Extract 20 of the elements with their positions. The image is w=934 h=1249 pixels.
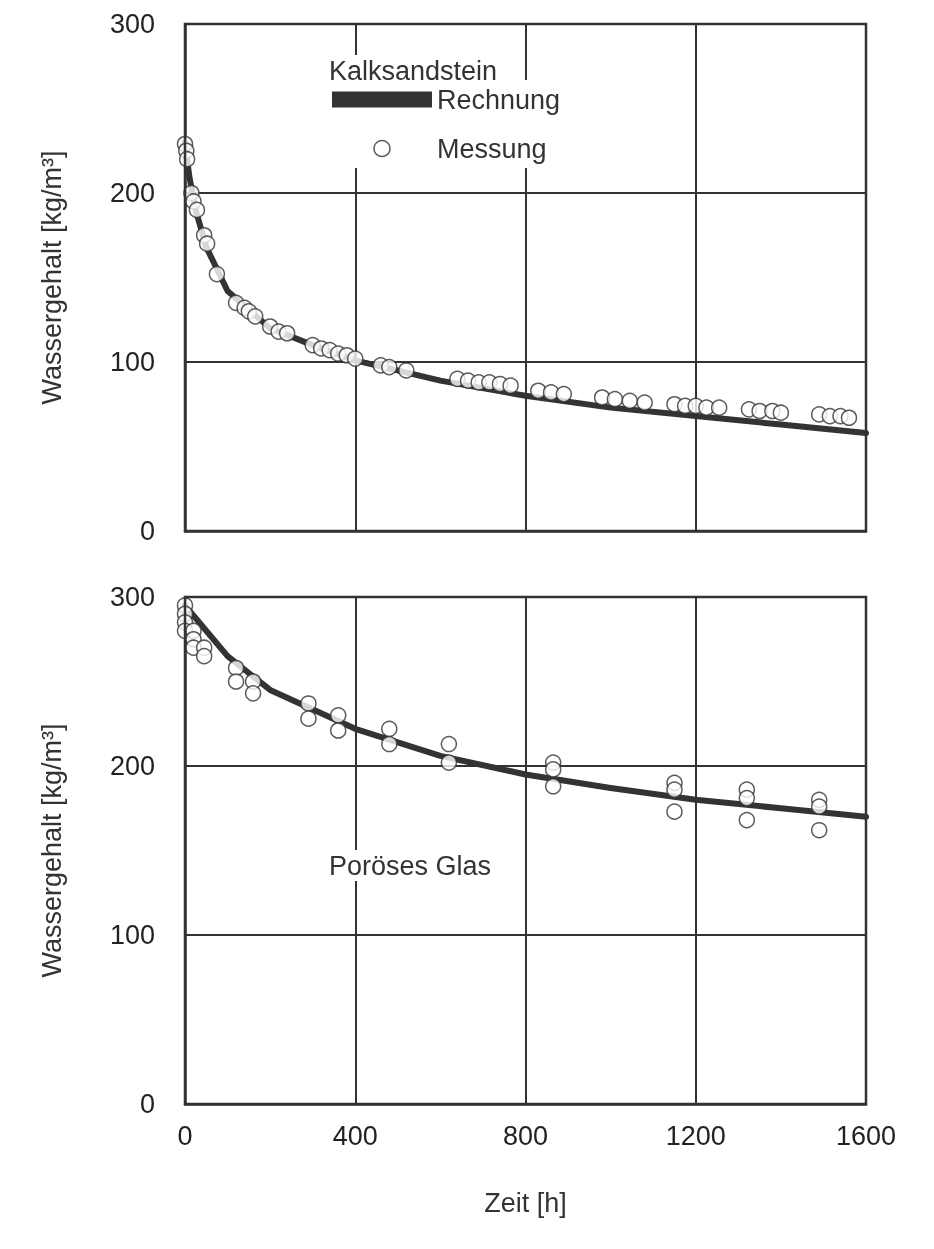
legend-label: Rechnung xyxy=(437,84,561,115)
y-tick-label: 0 xyxy=(139,1089,155,1119)
y-tick-label: 100 xyxy=(109,347,155,377)
legend-label: Messung xyxy=(437,133,547,164)
x-tick-label: 1200 xyxy=(665,1120,726,1151)
x-axis-title: Zeit [h] xyxy=(484,1187,567,1218)
x-tick-label: 1600 xyxy=(835,1120,897,1151)
y-axis-title: Wassergehalt [kg/m³] xyxy=(36,150,67,405)
annotation: Poröses Glas xyxy=(329,850,492,881)
x-tick-label: 800 xyxy=(502,1120,549,1151)
x-tick-label: 0 xyxy=(177,1120,193,1151)
y-axis-title: Wassergehalt [kg/m³] xyxy=(36,723,67,978)
annotation: Kalksandstein xyxy=(329,55,498,86)
y-tick-label: 300 xyxy=(109,582,155,612)
y-tick-label: 300 xyxy=(109,9,155,39)
y-tick-label: 0 xyxy=(139,516,155,546)
y-tick-label: 200 xyxy=(109,178,155,208)
x-tick-label: 400 xyxy=(332,1120,378,1151)
y-tick-label: 100 xyxy=(109,920,155,950)
y-tick-label: 200 xyxy=(109,751,155,781)
